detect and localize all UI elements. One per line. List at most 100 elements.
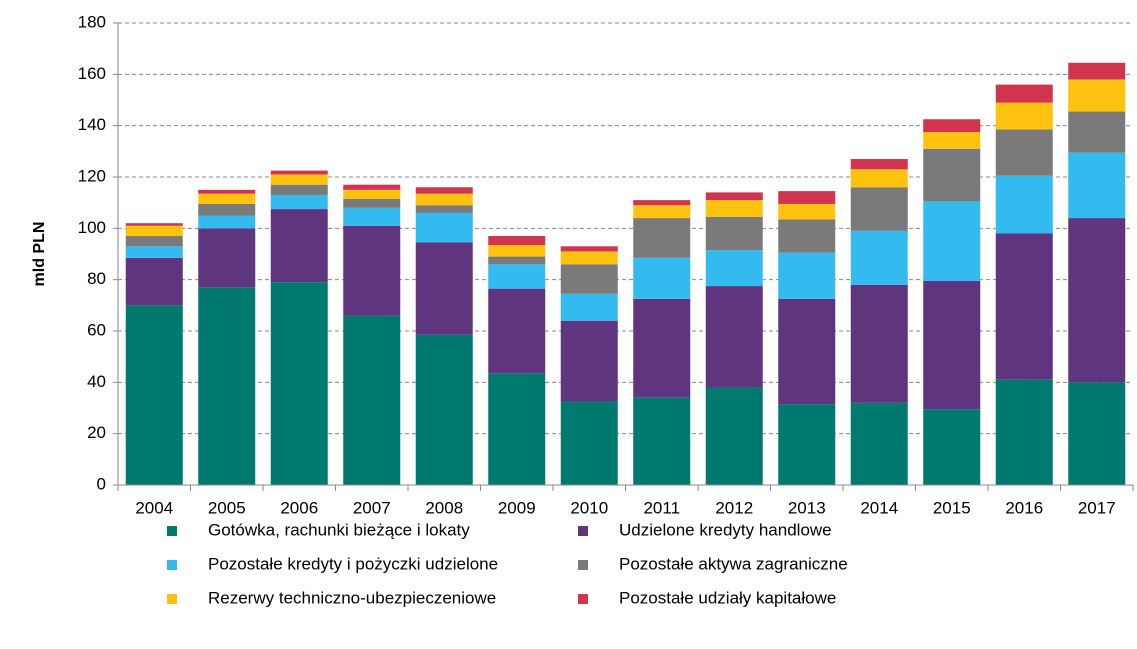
x-tick-label: 2016	[1005, 498, 1043, 517]
bar-segment	[488, 256, 546, 265]
x-tick-label: 2007	[353, 498, 391, 517]
bar-segment	[560, 251, 618, 265]
y-tick-label: 100	[78, 218, 106, 237]
bar-segment	[850, 284, 908, 403]
bar-segment	[560, 293, 618, 321]
bar-segment	[1068, 218, 1126, 383]
bar-segment	[705, 192, 763, 201]
bar-segment	[995, 84, 1053, 103]
x-tick-label: 2013	[788, 498, 826, 517]
bar-segment	[1068, 152, 1126, 219]
bar-segment	[633, 298, 691, 398]
legend-label: Pozostałe kredyty i pożyczki udzielone	[208, 554, 498, 573]
bar-segment	[850, 187, 908, 231]
bar-segment	[778, 191, 836, 204]
x-tick-label: 2008	[425, 498, 463, 517]
legend-swatch	[167, 560, 177, 570]
bar-segment	[778, 203, 836, 220]
bar-segment	[995, 129, 1053, 176]
bar-segment	[778, 219, 836, 253]
bar-segment	[343, 315, 401, 485]
bar-segment	[850, 169, 908, 188]
bar-segment	[923, 132, 981, 149]
bar-segment	[995, 233, 1053, 380]
bar-segment	[923, 148, 981, 202]
bar-segment	[125, 257, 183, 306]
bar-segment	[488, 288, 546, 374]
legend-label: Udzielone kredyty handlowe	[619, 520, 832, 539]
y-tick-label: 60	[87, 320, 106, 339]
bar-segment	[198, 228, 256, 288]
bar-segment	[198, 189, 256, 194]
bar-segment	[560, 264, 618, 294]
bar-segment	[270, 282, 328, 485]
bar-segment	[705, 216, 763, 251]
legend-swatch	[167, 594, 177, 604]
bar-segment	[415, 242, 473, 335]
x-tick-label: 2004	[135, 498, 173, 517]
bar-segment	[778, 404, 836, 485]
bar-segment	[125, 225, 183, 237]
bar-segment	[343, 189, 401, 199]
bar-segment	[198, 287, 256, 485]
bar-segment	[995, 102, 1053, 130]
bar-segment	[995, 379, 1053, 485]
bar-segment	[633, 218, 691, 258]
bar-segment	[923, 119, 981, 133]
y-tick-label: 20	[87, 423, 106, 442]
legend-label: Pozostałe aktywa zagraniczne	[619, 554, 848, 573]
bar-segment	[415, 334, 473, 485]
x-tick-label: 2011	[643, 498, 680, 517]
legend-label: Gotówka, rachunki bieżące i lokaty	[208, 520, 470, 539]
bar-segment	[850, 230, 908, 285]
x-tick-label: 2017	[1078, 498, 1116, 517]
bar-segment	[343, 198, 401, 208]
y-tick-label: 0	[97, 474, 106, 493]
y-tick-label: 40	[87, 372, 106, 391]
bar-segment	[198, 215, 256, 229]
bar-segment	[270, 174, 328, 185]
x-tick-label: 2006	[280, 498, 318, 517]
bar-segment	[633, 205, 691, 219]
y-tick-label: 80	[87, 269, 106, 288]
bar-segment	[923, 409, 981, 485]
legend-label: Pozostałe udziały kapitałowe	[619, 588, 836, 607]
bar-segment	[198, 193, 256, 204]
y-tick-label: 180	[78, 12, 106, 31]
bar-segment	[270, 184, 328, 195]
bar-segment	[198, 203, 256, 216]
bar-segment	[850, 159, 908, 170]
bar-segment	[633, 397, 691, 485]
bar-segment	[850, 402, 908, 485]
y-tick-label: 120	[78, 166, 106, 185]
x-tick-label: 2009	[498, 498, 536, 517]
bar-segment	[1068, 79, 1126, 112]
legend-label: Rezerwy techniczno-ubezpieczeniowe	[208, 588, 496, 607]
bar-segment	[415, 187, 473, 194]
x-tick-label: 2014	[860, 498, 898, 517]
bar-segment	[560, 401, 618, 485]
bar-segment	[270, 170, 328, 175]
bar-segment	[270, 194, 328, 210]
bar-segment	[1068, 111, 1126, 153]
bar-segment	[1068, 62, 1126, 80]
bar-segment	[270, 209, 328, 283]
legend-swatch	[167, 526, 177, 536]
bar-segment	[633, 200, 691, 206]
bar-segment	[488, 236, 546, 246]
bar-segment	[488, 245, 546, 257]
bar-segment	[560, 246, 618, 252]
y-tick-label: 160	[78, 64, 106, 83]
bar-segment	[343, 207, 401, 226]
x-tick-label: 2015	[933, 498, 971, 517]
bar-segment	[995, 175, 1053, 234]
bar-segment	[923, 201, 981, 281]
legend-swatch	[578, 594, 588, 604]
x-tick-label: 2010	[570, 498, 608, 517]
bar-segment	[343, 225, 401, 316]
bar-segment	[488, 373, 546, 485]
bar-segment	[415, 212, 473, 243]
bar-segment	[415, 193, 473, 206]
bar-segment	[415, 205, 473, 213]
